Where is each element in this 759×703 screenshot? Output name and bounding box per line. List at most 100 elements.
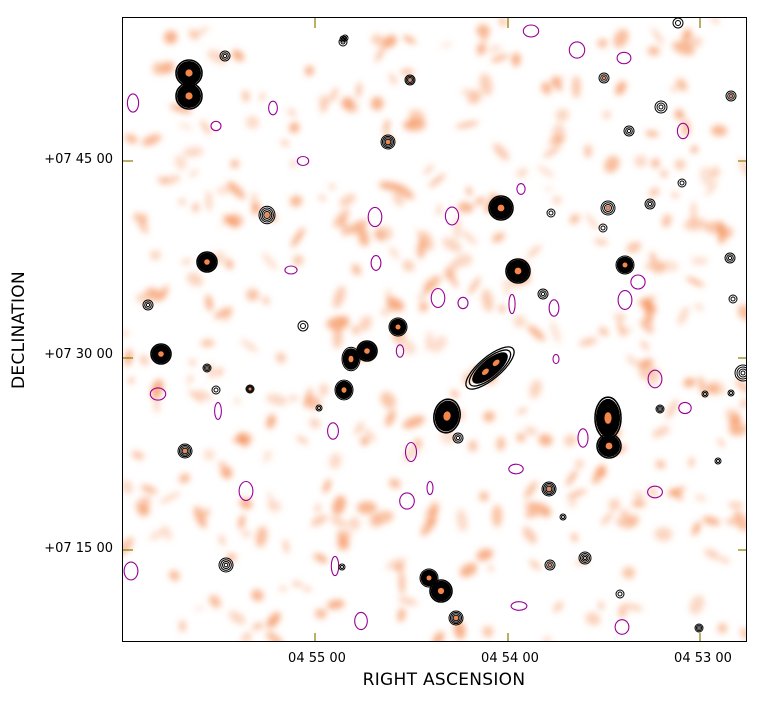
emission-patch [217,367,223,377]
emission-patch [123,480,133,495]
source-contour [727,92,735,100]
emission-patch [737,424,746,436]
source-peak [443,411,451,421]
emission-patch [395,183,415,200]
source-contour [578,551,592,565]
emission-patch [346,219,368,235]
emission-patch [524,481,538,499]
negative-contour [327,422,339,440]
emission-patch [189,169,199,178]
emission-patch [538,434,553,446]
source-peak [481,368,489,376]
emission-patch [476,24,490,38]
source-contour [615,589,625,599]
negative-contour [268,100,278,116]
emission-patch [203,508,211,517]
emission-patch [124,134,138,144]
source-contour [658,104,664,110]
source-contour [263,211,271,219]
negative-contour [508,463,524,475]
source-contour [598,223,608,233]
emission-patch [246,288,260,301]
emission-patch [359,315,372,332]
emission-patch [332,326,343,349]
emission-patch [240,339,258,353]
y-tick-label: +07 15 00 [44,541,113,556]
source-contour [598,72,610,84]
emission-patch [178,198,186,206]
source-peak [605,442,613,450]
emission-patch [203,448,215,461]
source-contour [384,138,392,146]
emission-patch [547,76,565,86]
source-contour [604,204,612,212]
emission-patch [385,409,396,427]
source-contour [220,559,232,571]
source-contour [383,137,393,147]
emission-patch [252,203,261,214]
negative-contour [444,206,460,226]
emission-patch [672,41,695,56]
emission-patch [504,285,510,296]
source-peak [341,387,347,393]
emission-patch [424,164,434,175]
emission-patch [704,548,720,560]
emission-patch [164,30,178,45]
source-contour [738,368,746,378]
emission-patch [402,415,425,429]
emission-patch [496,436,506,451]
emission-patch [380,391,396,409]
emission-patch [615,518,635,529]
emission-patch [685,277,705,287]
source-peak [386,140,390,144]
emission-patch [739,157,746,178]
source-contour [211,385,221,395]
emission-patch [482,625,494,638]
emission-patch [322,479,332,494]
source-contour [727,389,735,397]
emission-patch [654,527,673,542]
emission-patch [315,608,327,619]
source-contour [297,320,309,332]
emission-patch [232,49,245,62]
emission-patch [655,460,666,469]
emission-patch [259,92,265,102]
source-contour [181,447,189,455]
emission-patch [245,115,260,129]
source-contour [625,127,633,135]
emission-patch [690,201,697,225]
emission-patch [326,316,350,331]
source-contour [561,515,565,519]
emission-patch [151,379,164,399]
source-contour [144,301,152,309]
source-contour [656,405,664,413]
radio-source [672,18,684,29]
negative-contour [399,492,415,510]
emission-patch [645,130,659,137]
emission-patch [385,288,392,301]
emission-patch [356,82,362,98]
emission-patch [326,599,345,610]
emission-patch [641,340,649,351]
emission-patch [468,440,478,452]
emission-patch [205,294,213,312]
emission-patch [225,258,234,270]
source-contour [246,385,254,393]
emission-patch [584,144,592,158]
source-contour [583,556,587,560]
source-contour [177,443,193,459]
emission-patch [740,627,746,640]
source-contour [601,75,607,81]
emission-patch [320,94,331,115]
source-contour [142,299,154,311]
emission-patch [522,526,537,544]
emission-patch [283,539,289,554]
emission-patch [665,399,679,420]
emission-patch [318,194,326,202]
emission-patch [227,214,244,227]
emission-patch [397,608,406,622]
radio-source [419,568,439,588]
negative-contour [616,51,632,65]
source-contour [448,610,464,626]
emission-patch [330,87,338,103]
